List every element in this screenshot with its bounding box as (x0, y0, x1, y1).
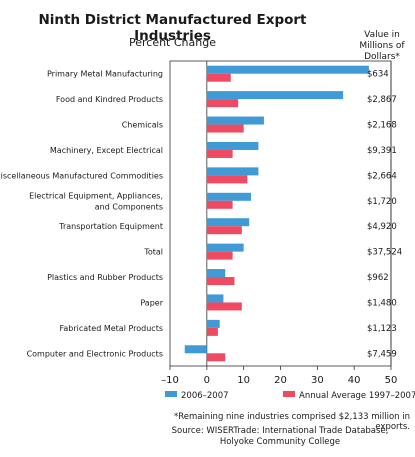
bar (206, 175, 248, 184)
bar (206, 116, 264, 125)
chart-subtitle: Percent Change (128, 36, 216, 49)
bar (206, 243, 244, 252)
value-label: $2,664 (367, 171, 397, 181)
bar (206, 226, 242, 235)
bar (206, 294, 224, 303)
value-column-header: Value in Millions of Dollars* (356, 30, 408, 63)
category-label: Fabricated Metal Products (59, 324, 163, 333)
source-note: Source: WISERTrade: International Trade … (150, 426, 410, 448)
x-tick-label: –10 (161, 375, 179, 386)
category-label: Electrical Equipment, Appliances, (29, 191, 163, 200)
category-label: Food and Kindred Products (56, 95, 163, 104)
value-label: $1,720 (367, 197, 397, 207)
value-label: $962 (367, 273, 389, 283)
bar (206, 73, 231, 82)
category-label: Primary Metal Manufacturing (47, 70, 163, 79)
bar (206, 124, 244, 133)
category-label: Plastics and Rubber Products (47, 273, 163, 282)
plot-area (169, 60, 392, 367)
value-label: $37,524 (367, 248, 402, 258)
bar (206, 149, 233, 158)
value-label: $4,920 (367, 222, 397, 232)
bar (206, 65, 369, 74)
value-label: $2,867 (367, 95, 397, 105)
category-label: Paper (140, 298, 163, 307)
category-label: Computer and Electronic Products (27, 349, 163, 358)
value-header-line: Dollars* (364, 52, 400, 62)
x-tick-label: 0 (204, 375, 210, 386)
value-label: $634 (367, 70, 389, 80)
legend-label: Annual Average 1997–2007 (299, 391, 415, 401)
bar (206, 302, 242, 311)
legend-label: 2006–2007 (181, 391, 229, 401)
category-label: Chemicals (122, 121, 163, 130)
bar (206, 192, 252, 201)
value-header-line: Millions of (359, 41, 405, 51)
bar (206, 353, 226, 362)
x-tick-label: 10 (237, 375, 250, 386)
bar (206, 319, 220, 328)
x-tick-label: 40 (348, 375, 361, 386)
bar (184, 345, 207, 354)
bar (206, 200, 233, 209)
value-label: $7,459 (367, 349, 397, 359)
bar (206, 218, 250, 227)
value-label: $9,391 (367, 146, 397, 156)
chart-title: Ninth District Manufactured Export Indus… (38, 12, 307, 44)
x-tick-label: 20 (274, 375, 287, 386)
category-label: Total (143, 248, 163, 257)
value-header-line: Value in (364, 30, 400, 40)
bar (206, 99, 239, 108)
bar (206, 327, 218, 336)
bar (206, 91, 344, 100)
source-line: Holyoke Community College (219, 437, 341, 447)
category-label: Transportation Equipment (58, 222, 163, 231)
bar (206, 251, 233, 260)
x-tick-label: 30 (311, 375, 324, 386)
bar (206, 277, 235, 286)
footnote: *Remaining nine industries comprised $2,… (173, 412, 410, 432)
x-tick-label: 50 (385, 375, 398, 386)
value-label: $2,168 (367, 121, 397, 131)
bar (206, 269, 226, 278)
legend-swatch (283, 391, 295, 397)
category-label: and Components (95, 202, 163, 211)
category-label: Machinery, Except Electrical (50, 146, 163, 155)
value-label: $1,480 (367, 298, 397, 308)
legend-swatch (165, 391, 177, 397)
category-label: Miscellaneous Manufactured Commodities (0, 171, 163, 180)
bar (206, 167, 259, 176)
bar (206, 141, 259, 150)
source-line: Source: WISERTrade: International Trade … (171, 426, 389, 436)
value-label: $1,123 (367, 324, 397, 334)
